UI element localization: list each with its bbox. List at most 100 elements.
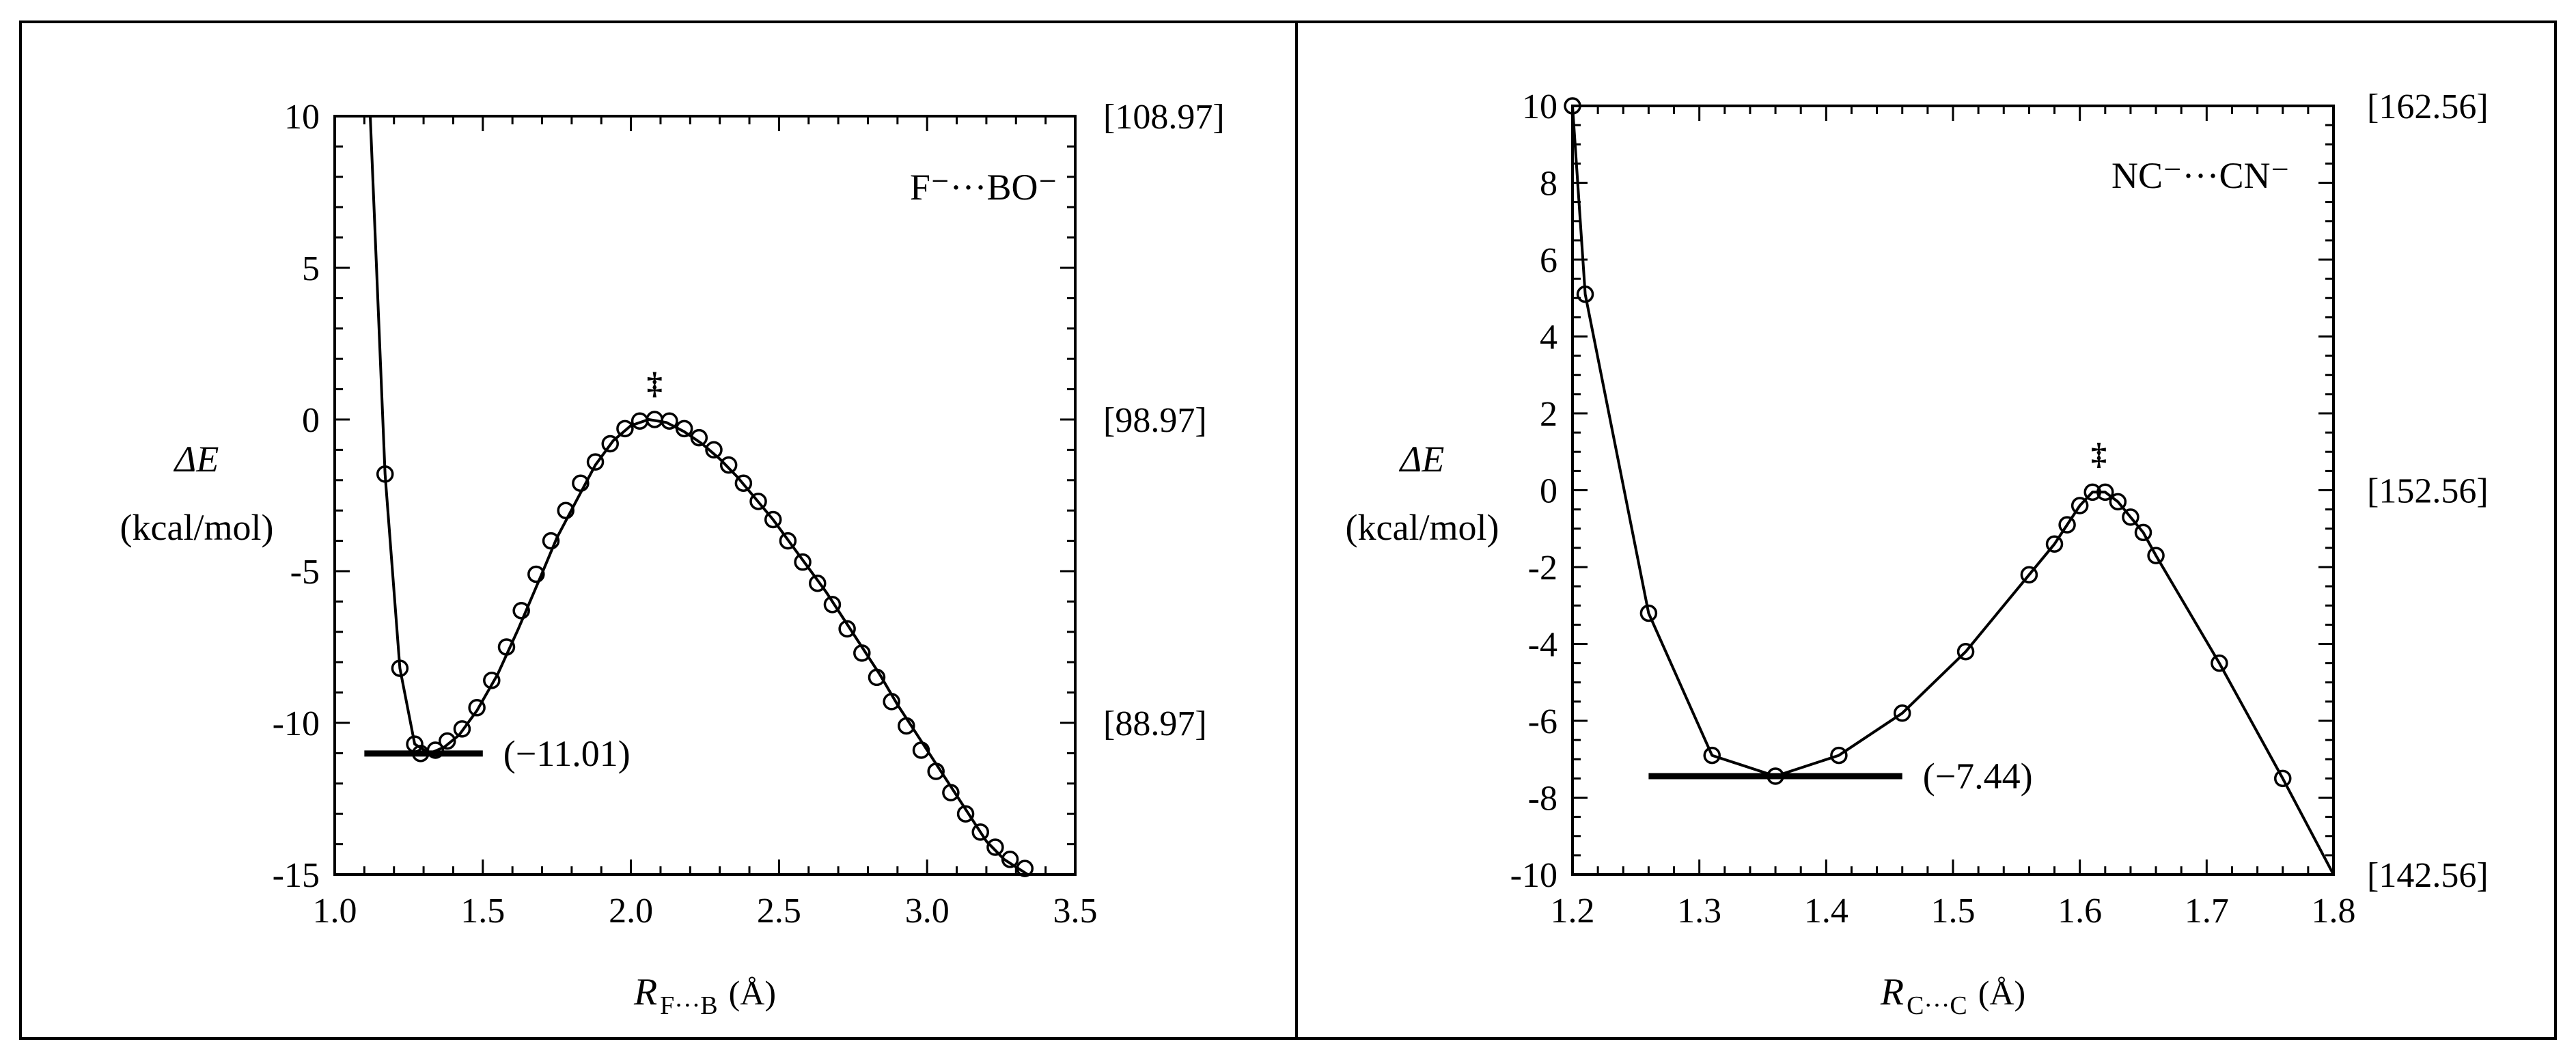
x-tick-label: 1.8 <box>2312 892 2356 931</box>
data-point <box>601 435 619 453</box>
data-point <box>2083 483 2101 501</box>
data-point <box>391 659 409 677</box>
data-point <box>823 596 842 614</box>
right-tick-labels: 1.2 1.3 1.4 1.5 1.6 1.7 1.8 10 8 6 4 2 0 -2 -4 -6 -8 -10 <box>1510 87 2356 931</box>
data-point <box>2071 497 2089 514</box>
y-tick-label: 2 <box>1540 395 1557 434</box>
data-point <box>483 672 501 689</box>
y-tick-label: -4 <box>1528 626 1557 665</box>
data-point <box>971 823 989 841</box>
data-point <box>868 668 886 687</box>
data-point <box>426 741 445 759</box>
right-ts-marker: ‡ <box>2091 437 2107 471</box>
x-tick-label: 1.2 <box>1551 892 1595 931</box>
data-point <box>468 699 486 717</box>
data-point <box>542 532 560 550</box>
y-tick-label: -15 <box>273 856 320 895</box>
left-ylabel-unit: (kcal/mol) <box>120 507 274 548</box>
right-xlabel-sub: C···C <box>1907 991 1967 1020</box>
left-right-axis-labels: [108.97] [98.97] [88.97] <box>1103 98 1225 743</box>
right-axis-label: [108.97] <box>1103 98 1225 137</box>
y-tick-label: -8 <box>1528 780 1557 819</box>
right-xlabel: R C···C (Å) <box>1880 971 2025 1020</box>
data-point <box>853 644 871 662</box>
y-tick-label: -10 <box>273 704 320 743</box>
data-point <box>927 762 945 780</box>
data-point <box>690 428 708 447</box>
data-point <box>439 732 456 750</box>
right-species-label: NC⁻···CN⁻ <box>2111 155 2290 196</box>
data-point <box>2109 493 2127 511</box>
data-point <box>512 601 530 620</box>
right-axis-label: [152.56] <box>2367 472 2489 511</box>
y-tick-label: 4 <box>1540 318 1557 357</box>
left-ticks <box>333 115 1077 876</box>
left-xlabel-main: R <box>633 971 657 1013</box>
right-minimum-label: (−7.44) <box>1923 756 2033 797</box>
right-curve-group <box>1571 105 2335 875</box>
right-ylabel-unit: (kcal/mol) <box>1346 507 1499 548</box>
data-point <box>2045 535 2064 553</box>
y-tick-label: 5 <box>302 249 320 288</box>
left-xlabel: R F···B (Å) <box>633 971 776 1020</box>
right-xlabel-unit: (Å) <box>1978 974 2025 1012</box>
data-point <box>453 720 471 738</box>
data-point <box>1893 704 1911 722</box>
energy-curve <box>369 115 1029 876</box>
data-point <box>912 741 930 759</box>
y-tick-label: 0 <box>302 401 320 440</box>
data-point <box>2096 483 2114 501</box>
data-point <box>779 532 797 550</box>
left-curve-group <box>369 115 1029 876</box>
data-point <box>1703 746 1721 765</box>
x-tick-label: 1.5 <box>460 892 505 931</box>
data-point <box>2147 547 2165 564</box>
right-axis-label: [162.56] <box>2367 87 2489 126</box>
data-point <box>719 456 738 474</box>
left-ylabel: ΔE <box>174 439 219 480</box>
data-point <box>898 717 915 735</box>
right-points-group <box>1564 97 2292 788</box>
data-point <box>1016 859 1034 877</box>
data-point <box>2134 523 2152 542</box>
data-point <box>1576 285 1594 303</box>
data-point <box>986 838 1004 856</box>
data-point <box>675 420 693 438</box>
data-point <box>2273 769 2292 788</box>
x-tick-label: 1.6 <box>2058 892 2102 931</box>
data-point <box>1956 643 1975 661</box>
right-axis-label: [88.97] <box>1103 704 1207 743</box>
data-point <box>764 510 782 529</box>
data-point <box>1830 746 1848 765</box>
data-point <box>883 693 900 711</box>
x-tick-label: 1.3 <box>1677 892 1721 931</box>
data-point <box>809 575 827 592</box>
x-tick-label: 1.7 <box>2185 892 2229 931</box>
left-tick-labels: 1.0 1.5 2.0 2.5 3.0 3.5 10 5 0 -5 -10 -15 <box>273 98 1098 931</box>
data-point <box>734 474 753 492</box>
right-axis-label: [98.97] <box>1103 401 1207 440</box>
x-tick-label: 2.5 <box>757 892 801 931</box>
energy-curve <box>1571 105 2335 875</box>
right-xlabel-main: R <box>1880 971 1904 1013</box>
x-tick-label: 3.0 <box>905 892 950 931</box>
left-points-group <box>376 411 1034 877</box>
data-point <box>572 474 590 492</box>
right-panel: 1.2 1.3 1.4 1.5 1.6 1.7 1.81086420-2-4-6-8-10 … <box>1346 87 2489 1020</box>
left-xlabel-sub: F···B <box>660 991 717 1020</box>
x-tick-label: 3.5 <box>1053 892 1098 931</box>
y-tick-label: -10 <box>1510 856 1557 895</box>
data-point <box>1001 851 1019 868</box>
data-point <box>586 453 605 471</box>
data-point <box>527 565 545 583</box>
data-point <box>705 441 723 459</box>
right-plot-frame <box>1571 105 2335 876</box>
data-point <box>1639 604 1658 622</box>
data-point <box>749 493 767 510</box>
left-xlabel-unit: (Å) <box>729 974 776 1012</box>
data-point <box>497 638 516 656</box>
data-point <box>557 501 574 519</box>
right-ylabel: ΔE <box>1399 439 1445 480</box>
